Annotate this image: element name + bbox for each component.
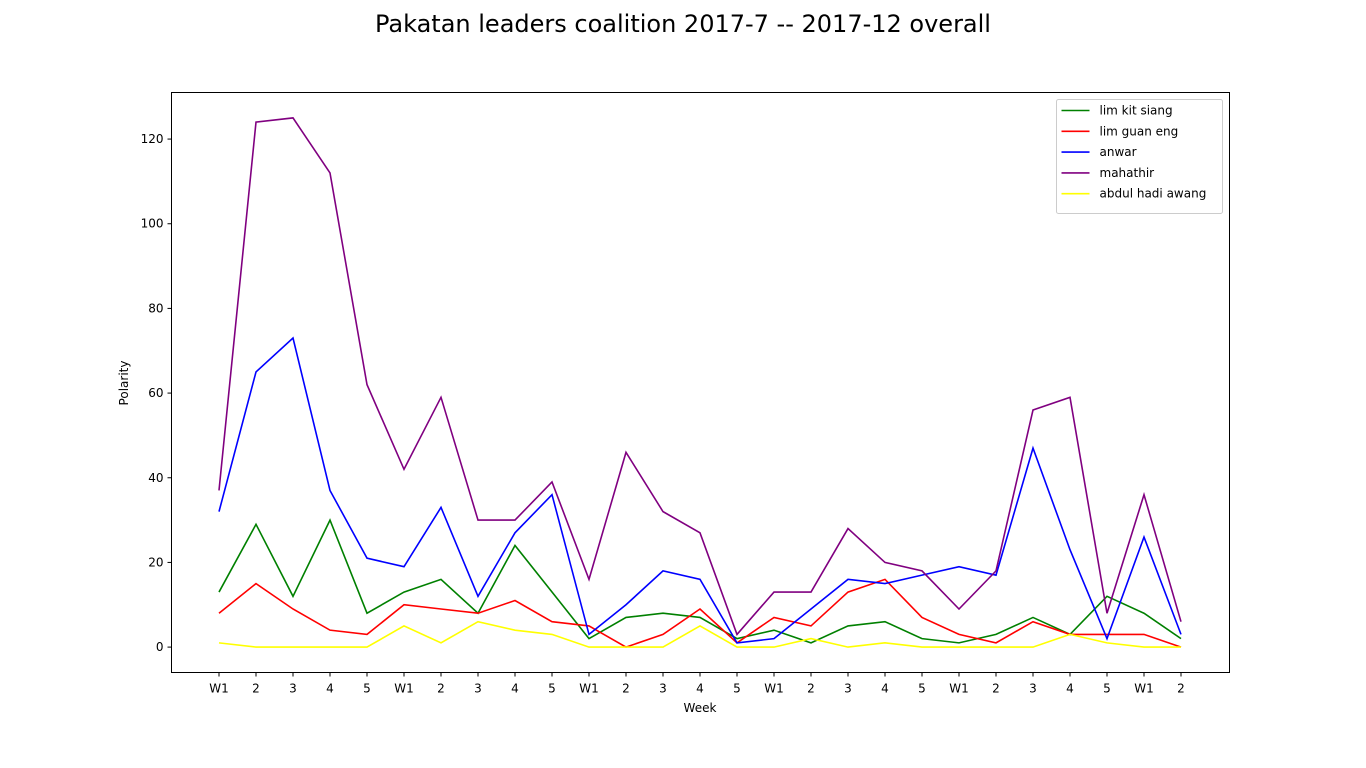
series-line-1 [218, 578, 1182, 648]
legend: lim kit siang lim guan eng anwar mahathir ab… [1056, 99, 1223, 214]
x-tick-label: W1 [949, 682, 969, 696]
series-line-0 [218, 518, 1182, 644]
x-tick-label: 3 [659, 682, 667, 696]
y-tick-label: 20 [148, 555, 163, 569]
x-tick-label: 4 [1066, 682, 1074, 696]
y-axis-label: Polarity [117, 361, 131, 406]
x-tick-label: 2 [807, 682, 815, 696]
x-tick-label: 5 [1103, 682, 1111, 696]
y-tick-label: 60 [148, 386, 163, 400]
y-axis: 0 20 40 60 80 100 120 [141, 132, 172, 654]
x-tick-label: 2 [622, 682, 630, 696]
y-tick-label: 120 [141, 132, 164, 146]
legend-label-1: lim guan eng [1100, 124, 1179, 138]
series-line-3 [218, 117, 1182, 636]
legend-label-3: mahathir [1100, 166, 1155, 180]
y-tick-label: 0 [156, 640, 164, 654]
x-tick-label: 4 [881, 682, 889, 696]
x-tick-label: W1 [394, 682, 414, 696]
x-tick-label: 2 [437, 682, 445, 696]
legend-box [1056, 99, 1223, 214]
x-tick-label: 3 [289, 682, 297, 696]
x-tick-label: 2 [1177, 682, 1185, 696]
x-tick-label: W1 [1134, 682, 1154, 696]
chart-title: Pakatan leaders coalition 2017-7 -- 2017… [375, 10, 991, 38]
legend-label-2: anwar [1100, 145, 1137, 159]
series-line-4 [218, 620, 1181, 648]
x-tick-label: 3 [474, 682, 482, 696]
legend-label-4: abdul hadi awang [1100, 187, 1207, 201]
y-tick-label: 80 [148, 301, 163, 315]
plot-lines [218, 117, 1182, 648]
x-tick-label: W1 [209, 682, 229, 696]
series-line-2 [218, 336, 1182, 644]
x-tick-label: W1 [764, 682, 784, 696]
x-tick-label: 4 [326, 682, 334, 696]
y-tick-label: 100 [141, 217, 164, 231]
x-tick-label: 5 [918, 682, 926, 696]
x-tick-label: 2 [252, 682, 260, 696]
x-tick-label: 4 [511, 682, 519, 696]
x-tick-label: 5 [548, 682, 556, 696]
x-axis-label: Week [684, 701, 717, 715]
x-tick-label: 4 [696, 682, 704, 696]
x-tick-label: W1 [579, 682, 599, 696]
x-tick-label: 3 [844, 682, 852, 696]
x-tick-label: 2 [992, 682, 1000, 696]
x-axis: W1 2 3 4 5 W1 2 3 4 5 W1 2 3 4 5 W1 2 3 4 5 W1 2 3 4 5 W1 2 [209, 672, 1185, 696]
x-tick-label: 5 [363, 682, 371, 696]
y-tick-label: 40 [148, 471, 163, 485]
x-tick-label: 3 [1029, 682, 1037, 696]
x-tick-label: 5 [733, 682, 741, 696]
legend-label-0: lim kit siang [1100, 104, 1173, 118]
